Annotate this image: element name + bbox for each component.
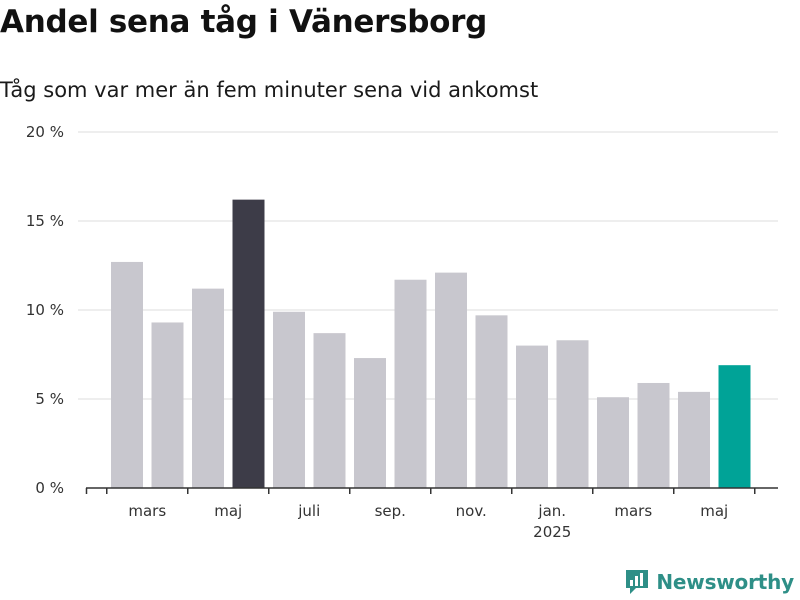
- chart-subtitle: Tåg som var mer än fem minuter sena vid …: [0, 78, 539, 102]
- bar-2025-05: [718, 365, 751, 488]
- bar-2024-09: [394, 279, 427, 488]
- x-tick-label: maj: [700, 502, 728, 520]
- bar-2024-07: [313, 333, 346, 488]
- brand-name: Newsworthy: [656, 570, 794, 594]
- x-tick-label: juli: [297, 502, 320, 520]
- y-tick-label: 5 %: [35, 390, 64, 408]
- bar-2024-04: [192, 288, 224, 488]
- x-tick-label: maj: [214, 502, 242, 520]
- bars: [111, 199, 751, 488]
- y-tick-label: 10 %: [26, 301, 64, 319]
- bar-2024-12: [516, 345, 548, 488]
- x-tick-label: sep.: [375, 502, 406, 520]
- newsworthy-logo-icon: [626, 570, 649, 594]
- bar-2025-04: [678, 391, 710, 488]
- bar-2025-03: [637, 382, 670, 488]
- x-tick-year-label: 2025: [533, 523, 571, 541]
- chart-title: Andel sena tåg i Vänersborg: [0, 4, 488, 40]
- y-tick-label: 15 %: [26, 212, 64, 230]
- x-tick-label: mars: [614, 502, 652, 520]
- y-tick-label: 20 %: [26, 123, 64, 141]
- bar-2025-01: [556, 340, 589, 488]
- tick-labels: 0 % 5 % 10 % 15 % 20 % mars maj juli sep. nov. jan…: [26, 123, 728, 541]
- bar-2024-05: [232, 199, 265, 488]
- x-tick-label: mars: [128, 502, 166, 520]
- bar-2024-11: [475, 315, 508, 488]
- x-axis: [85, 487, 778, 494]
- y-tick-label: 0 %: [35, 479, 64, 497]
- x-tick-label: nov.: [456, 502, 487, 520]
- bar-2024-06: [273, 311, 305, 488]
- bar-2025-02: [597, 397, 629, 488]
- x-tick-label: jan.: [537, 502, 566, 520]
- brand-logo: Newsworthy: [624, 568, 794, 596]
- bar-2024-03: [151, 322, 184, 488]
- bar-2024-10: [435, 272, 467, 488]
- bar-2024-02: [111, 261, 143, 488]
- bar-2024-08: [354, 358, 386, 488]
- bar-chart: 0 % 5 % 10 % 15 % 20 % mars maj juli sep. nov. jan…: [26, 123, 778, 541]
